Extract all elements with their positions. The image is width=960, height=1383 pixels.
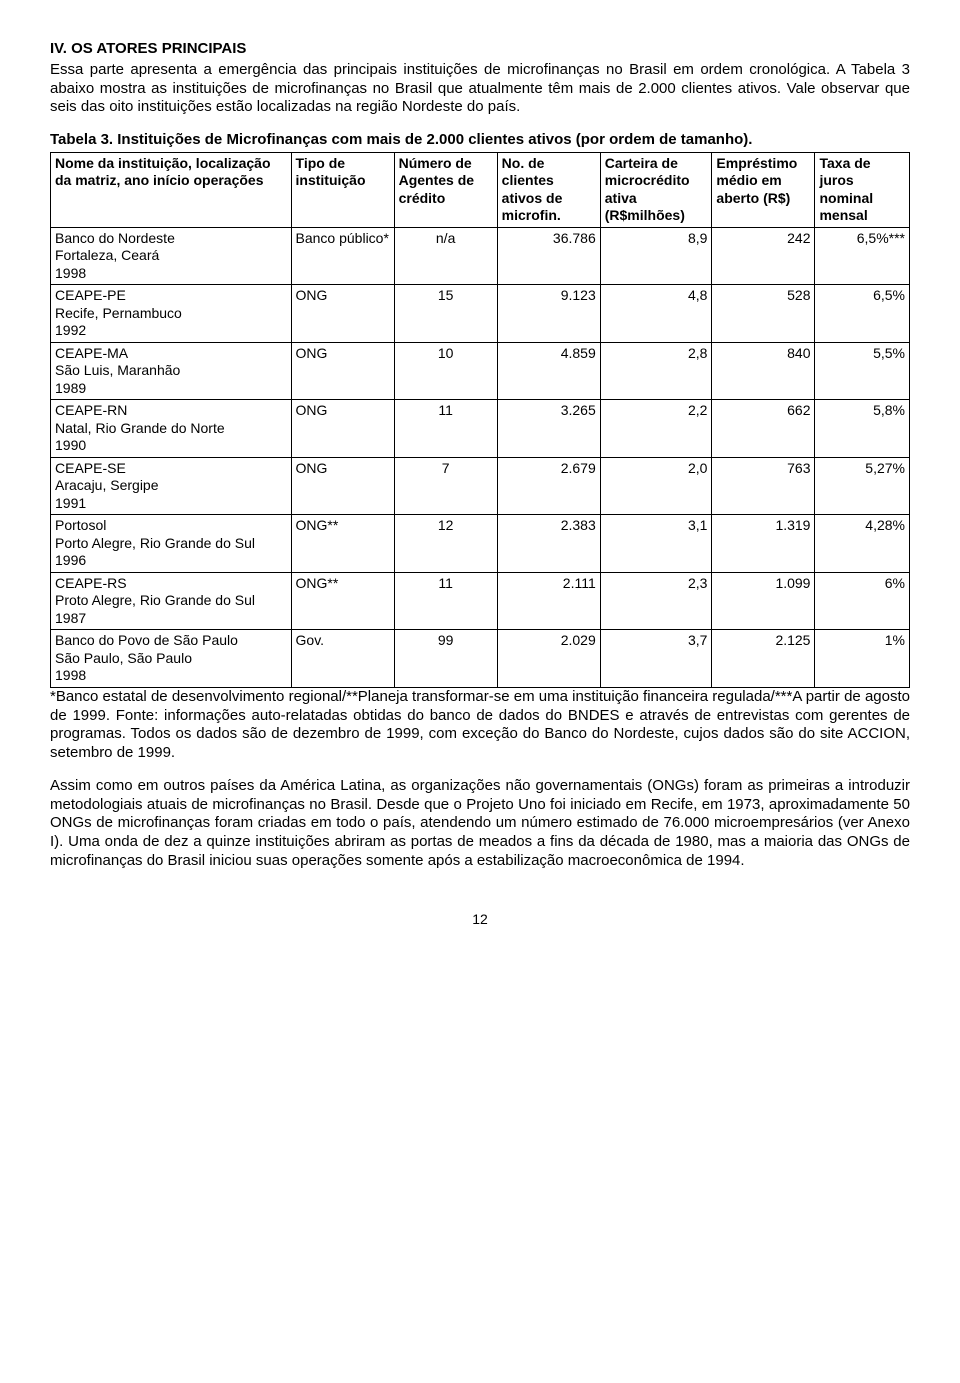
cell-taxa: 6,5% bbox=[815, 285, 910, 343]
cell-taxa: 5,8% bbox=[815, 400, 910, 458]
cell-name: PortosolPorto Alegre, Rio Grande do Sul1… bbox=[51, 515, 292, 573]
col-header-taxa: Taxa de juros nominal mensal bbox=[815, 152, 910, 227]
cell-agentes: 12 bbox=[394, 515, 497, 573]
cell-name: CEAPE-PERecife, Pernambuco1992 bbox=[51, 285, 292, 343]
cell-clientes: 4.859 bbox=[497, 342, 600, 400]
cell-tipo: ONG bbox=[291, 285, 394, 343]
mfi-table: Nome da instituição, localização da matr… bbox=[50, 152, 910, 688]
table-row: PortosolPorto Alegre, Rio Grande do Sul1… bbox=[51, 515, 910, 573]
cell-tipo: Banco público* bbox=[291, 227, 394, 285]
cell-tipo: ONG bbox=[291, 342, 394, 400]
cell-tipo: Gov. bbox=[291, 630, 394, 688]
cell-clientes: 2.111 bbox=[497, 572, 600, 630]
table-row: CEAPE-RNNatal, Rio Grande do Norte1990 O… bbox=[51, 400, 910, 458]
table-row: Banco do NordesteFortaleza, Ceará1998 Ba… bbox=[51, 227, 910, 285]
cell-tipo: ONG** bbox=[291, 572, 394, 630]
cell-name: CEAPE-SEAracaju, Sergipe1991 bbox=[51, 457, 292, 515]
cell-carteira: 2,2 bbox=[600, 400, 712, 458]
table-row: CEAPE-SEAracaju, Sergipe1991 ONG 7 2.679… bbox=[51, 457, 910, 515]
cell-agentes: 15 bbox=[394, 285, 497, 343]
cell-emprestimo: 528 bbox=[712, 285, 815, 343]
cell-emprestimo: 242 bbox=[712, 227, 815, 285]
cell-taxa: 6,5%*** bbox=[815, 227, 910, 285]
cell-emprestimo: 1.099 bbox=[712, 572, 815, 630]
cell-carteira: 8,9 bbox=[600, 227, 712, 285]
cell-clientes: 36.786 bbox=[497, 227, 600, 285]
col-header-emprestimo: Empréstimo médio em aberto (R$) bbox=[712, 152, 815, 227]
table-footnote: *Banco estatal de desenvolvimento region… bbox=[50, 688, 910, 763]
table-header-row: Nome da instituição, localização da matr… bbox=[51, 152, 910, 227]
cell-agentes: 7 bbox=[394, 457, 497, 515]
cell-taxa: 1% bbox=[815, 630, 910, 688]
table-row: CEAPE-MASão Luis, Maranhão1989 ONG 10 4.… bbox=[51, 342, 910, 400]
cell-carteira: 4,8 bbox=[600, 285, 712, 343]
cell-taxa: 5,27% bbox=[815, 457, 910, 515]
cell-clientes: 3.265 bbox=[497, 400, 600, 458]
cell-agentes: 11 bbox=[394, 572, 497, 630]
cell-name: CEAPE-RNNatal, Rio Grande do Norte1990 bbox=[51, 400, 292, 458]
table-row: CEAPE-RSProto Alegre, Rio Grande do Sul1… bbox=[51, 572, 910, 630]
cell-agentes: n/a bbox=[394, 227, 497, 285]
col-header-name: Nome da instituição, localização da matr… bbox=[51, 152, 292, 227]
cell-taxa: 4,28% bbox=[815, 515, 910, 573]
cell-emprestimo: 763 bbox=[712, 457, 815, 515]
page-number: 12 bbox=[50, 911, 910, 929]
intro-paragraph: Essa parte apresenta a emergência das pr… bbox=[50, 61, 910, 117]
cell-agentes: 10 bbox=[394, 342, 497, 400]
section-title: IV. OS ATORES PRINCIPAIS bbox=[50, 40, 910, 59]
cell-name: Banco do Povo de São PauloSão Paulo, São… bbox=[51, 630, 292, 688]
table-row: CEAPE-PERecife, Pernambuco1992 ONG 15 9.… bbox=[51, 285, 910, 343]
cell-tipo: ONG bbox=[291, 400, 394, 458]
cell-name: CEAPE-RSProto Alegre, Rio Grande do Sul1… bbox=[51, 572, 292, 630]
cell-emprestimo: 1.319 bbox=[712, 515, 815, 573]
cell-clientes: 2.383 bbox=[497, 515, 600, 573]
cell-carteira: 2,8 bbox=[600, 342, 712, 400]
cell-taxa: 5,5% bbox=[815, 342, 910, 400]
cell-taxa: 6% bbox=[815, 572, 910, 630]
cell-emprestimo: 840 bbox=[712, 342, 815, 400]
cell-agentes: 99 bbox=[394, 630, 497, 688]
col-header-clientes: No. de clientes ativos de microfin. bbox=[497, 152, 600, 227]
cell-carteira: 3,1 bbox=[600, 515, 712, 573]
table-row: Banco do Povo de São PauloSão Paulo, São… bbox=[51, 630, 910, 688]
cell-tipo: ONG bbox=[291, 457, 394, 515]
col-header-carteira: Carteira de microcrédito ativa (R$milhõe… bbox=[600, 152, 712, 227]
cell-tipo: ONG** bbox=[291, 515, 394, 573]
cell-clientes: 9.123 bbox=[497, 285, 600, 343]
cell-carteira: 2,3 bbox=[600, 572, 712, 630]
cell-carteira: 3,7 bbox=[600, 630, 712, 688]
cell-carteira: 2,0 bbox=[600, 457, 712, 515]
col-header-agentes: Número de Agentes de crédito bbox=[394, 152, 497, 227]
cell-agentes: 11 bbox=[394, 400, 497, 458]
cell-clientes: 2.029 bbox=[497, 630, 600, 688]
cell-emprestimo: 662 bbox=[712, 400, 815, 458]
cell-name: CEAPE-MASão Luis, Maranhão1989 bbox=[51, 342, 292, 400]
cell-clientes: 2.679 bbox=[497, 457, 600, 515]
body-paragraph: Assim como em outros países da América L… bbox=[50, 777, 910, 871]
col-header-tipo: Tipo de instituição bbox=[291, 152, 394, 227]
cell-emprestimo: 2.125 bbox=[712, 630, 815, 688]
cell-name: Banco do NordesteFortaleza, Ceará1998 bbox=[51, 227, 292, 285]
table-caption: Tabela 3. Instituições de Microfinanças … bbox=[50, 131, 910, 150]
